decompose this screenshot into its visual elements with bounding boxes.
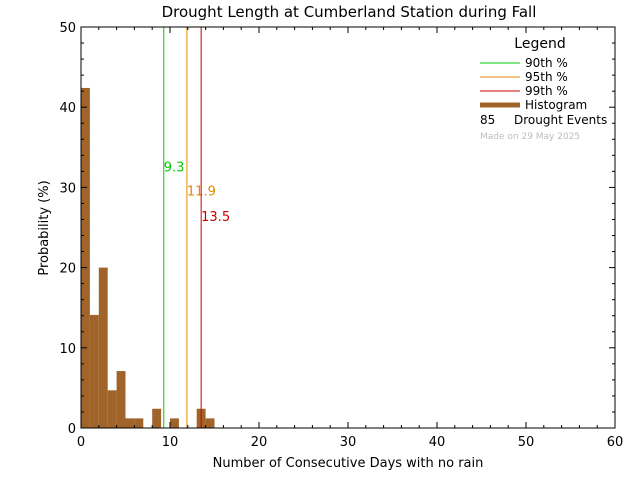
y-tick-label: 40 <box>59 101 76 116</box>
legend-event-label: Drought Events <box>514 113 607 127</box>
legend-label-95th: 95th % <box>525 70 568 84</box>
x-tick-label: 60 <box>607 435 624 450</box>
histogram-bar <box>152 408 162 428</box>
legend-label-histogram: Histogram <box>525 98 587 112</box>
y-tick-label: 50 <box>59 21 76 36</box>
histogram-bar <box>81 87 90 429</box>
y-tick-label: 0 <box>68 422 76 437</box>
x-tick-label: 20 <box>251 435 268 450</box>
histogram-bar <box>89 314 99 428</box>
percentile-label: 9.3 <box>164 160 185 175</box>
histogram-bar <box>205 418 215 428</box>
x-tick-label: 50 <box>518 435 535 450</box>
histogram-bar <box>125 418 135 428</box>
legend: Legend 90th % 95th % 99th % Histogram 85… <box>480 36 607 142</box>
legend-made-on-note: Made on 29 May 2025 <box>480 132 580 142</box>
y-tick-label: 20 <box>59 262 76 277</box>
histogram-bar <box>134 418 144 428</box>
x-axis-label: Number of Consecutive Days with no rain <box>213 456 484 471</box>
histogram-bar <box>170 418 179 428</box>
histogram-bar <box>116 371 126 428</box>
histogram-bar <box>107 390 117 428</box>
legend-title: Legend <box>514 36 565 52</box>
x-axis-ticks: 0 10 20 30 40 50 60 <box>77 27 623 450</box>
x-tick-label: 40 <box>429 435 446 450</box>
x-tick-label: 30 <box>340 435 357 450</box>
percentile-label: 13.5 <box>201 210 230 225</box>
y-tick-label: 30 <box>59 181 76 196</box>
x-tick-label: 10 <box>162 435 179 450</box>
x-tick-label: 0 <box>77 435 85 450</box>
legend-label-90th: 90th % <box>525 56 568 70</box>
y-tick-label: 10 <box>59 342 76 357</box>
percentile-lines: 9.311.913.5 <box>163 27 230 428</box>
y-axis-ticks: 0 10 20 30 40 50 <box>59 21 615 437</box>
histogram-bars <box>81 87 215 429</box>
histogram-bar <box>98 267 108 428</box>
y-axis-label: Probability (%) <box>37 180 52 275</box>
legend-event-count: 85 <box>480 113 495 127</box>
legend-label-99th: 99th % <box>525 84 568 98</box>
chart-title: Drought Length at Cumberland Station dur… <box>162 3 537 21</box>
